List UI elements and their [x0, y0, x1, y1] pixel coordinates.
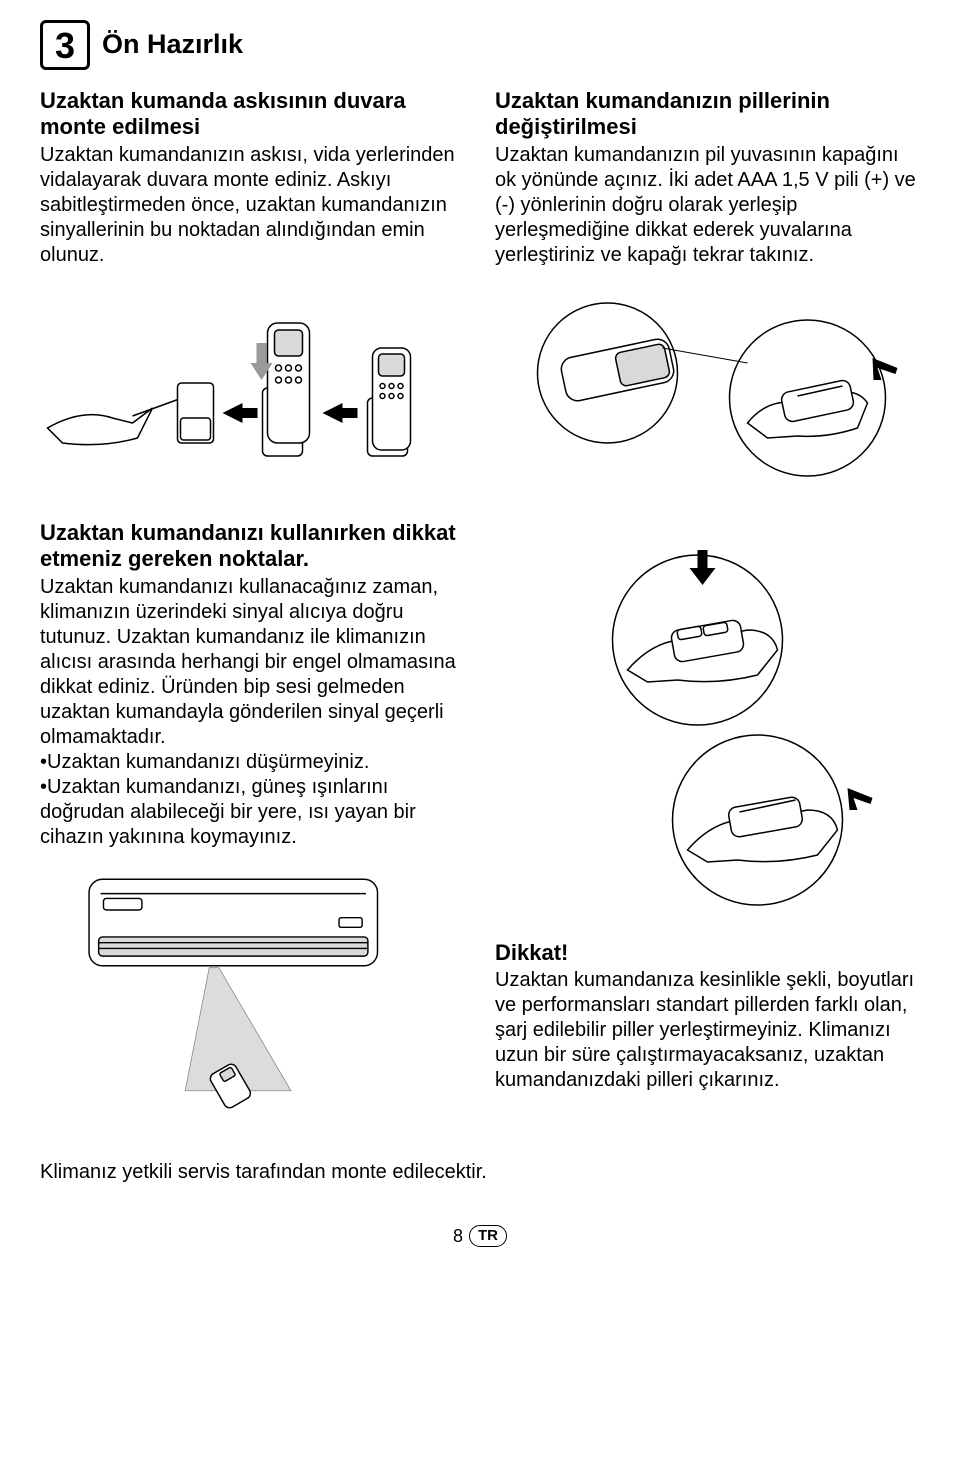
header-row: 3 Ön Hazırlık — [40, 20, 920, 70]
mid-left-col: Uzaktan kumandanızı kullanırken dikkat e… — [40, 520, 465, 1130]
mount-illustration — [40, 288, 465, 488]
battery-body: Uzaktan kumandanızın pil yuvasının kapağ… — [495, 143, 920, 268]
usage-title: Uzaktan kumandanızı kullanırken dikkat e… — [40, 520, 465, 573]
battery-open-illustration — [495, 288, 920, 488]
ac-signal-svg — [40, 860, 465, 1110]
footer-area: Klimanız yetkili servis tarafından monte… — [40, 1160, 920, 1185]
usage-bullet-1: •Uzaktan kumandanızı düşürmeyiniz. — [40, 750, 465, 775]
top-left-col: Uzaktan kumanda askısının duvara monte e… — [40, 88, 465, 268]
remote-mount-svg — [40, 288, 465, 488]
mid-columns: Uzaktan kumandanızı kullanırken dikkat e… — [40, 520, 920, 1130]
usage-body: Uzaktan kumandanızı kullanacağınız zaman… — [40, 575, 465, 750]
top-illus-row — [40, 268, 920, 508]
step-number-box: 3 — [40, 20, 90, 70]
lang-badge: TR — [469, 1225, 507, 1247]
page-number: 8 — [453, 1225, 463, 1248]
caution-body: Uzaktan kumandanıza kesinlikle şekli, bo… — [495, 968, 920, 1093]
top-columns: Uzaktan kumanda askısının duvara monte e… — [40, 88, 920, 268]
mount-body: Uzaktan kumandanızın askısı, vida yerler… — [40, 143, 465, 268]
battery-open-svg — [495, 288, 920, 488]
page-footer: 8 TR — [40, 1225, 920, 1248]
battery-title: Uzaktan kumandanızın pillerinin değiştir… — [495, 88, 920, 141]
battery-insert-illustration — [495, 540, 920, 920]
mount-title: Uzaktan kumanda askısının duvara monte e… — [40, 88, 465, 141]
section-title: Ön Hazırlık — [102, 28, 243, 62]
usage-bullet-2: •Uzaktan kumandanızı, güneş ışınlarını d… — [40, 775, 465, 850]
ac-signal-illustration — [40, 860, 465, 1110]
caution-title: Dikkat! — [495, 940, 920, 966]
battery-insert-svg — [495, 540, 920, 920]
mid-right-col: Dikkat! Uzaktan kumandanıza kesinlikle ş… — [495, 520, 920, 1130]
top-right-col: Uzaktan kumandanızın pillerinin değiştir… — [495, 88, 920, 268]
service-note: Klimanız yetkili servis tarafından monte… — [40, 1160, 920, 1185]
